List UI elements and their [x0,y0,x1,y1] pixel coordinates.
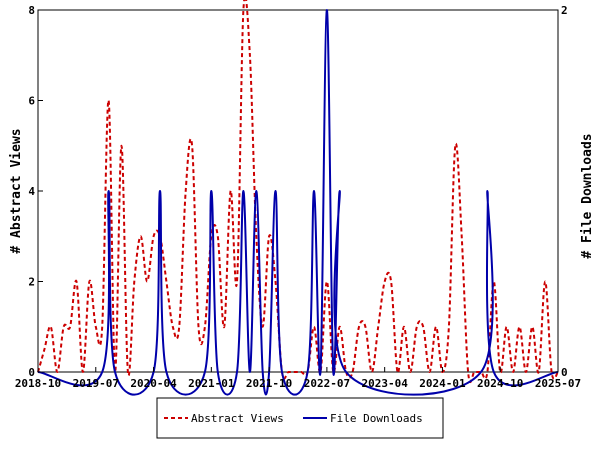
x-tick-label: 2025-07 [535,377,581,390]
x-tick-label: 2021-01 [188,377,235,390]
legend: Abstract Views File Downloads [156,397,444,439]
x-tick-label: 2024-10 [477,377,523,390]
y2-tick-label: 2 [561,4,568,17]
y2-axis-label: # File Downloads [580,133,595,258]
x-tick-label: 2022-07 [304,377,350,390]
series-line-abstract-views [37,0,559,383]
legend-label-abstract-views: Abstract Views [191,412,284,425]
y-tick-label: 2 [28,276,35,289]
y-tick-label: 8 [28,4,35,17]
x-tick-label: 2023-04 [361,377,408,390]
y-axis-ticks: 0 2 4 6 8 [28,4,43,379]
x-tick-label: 2018-10 [15,377,61,390]
x-tick-label: 2021-10 [246,377,292,390]
y-tick-label: 0 [28,366,35,379]
y-tick-label: 6 [28,95,35,108]
legend-box [156,397,444,439]
y2-axis-ticks: 02 [553,4,568,379]
y-tick-label: 4 [28,185,35,198]
x-axis-ticks: 2018-10 2019-07 2020-04 2021-01 2021-10 2022-… [15,367,581,390]
plot-frame [37,9,559,373]
legend-label-file-downloads: File Downloads [330,412,423,425]
y-axis-label: # Abstract Views [9,128,24,253]
x-tick-label: 2024-01 [419,377,466,390]
series-layer [37,0,559,396]
x-tick-label: 2019-07 [73,377,119,390]
y2-tick-label: 0 [561,366,568,379]
x-tick-label: 2020-04 [130,377,177,390]
series-line-file-downloads [37,9,559,396]
